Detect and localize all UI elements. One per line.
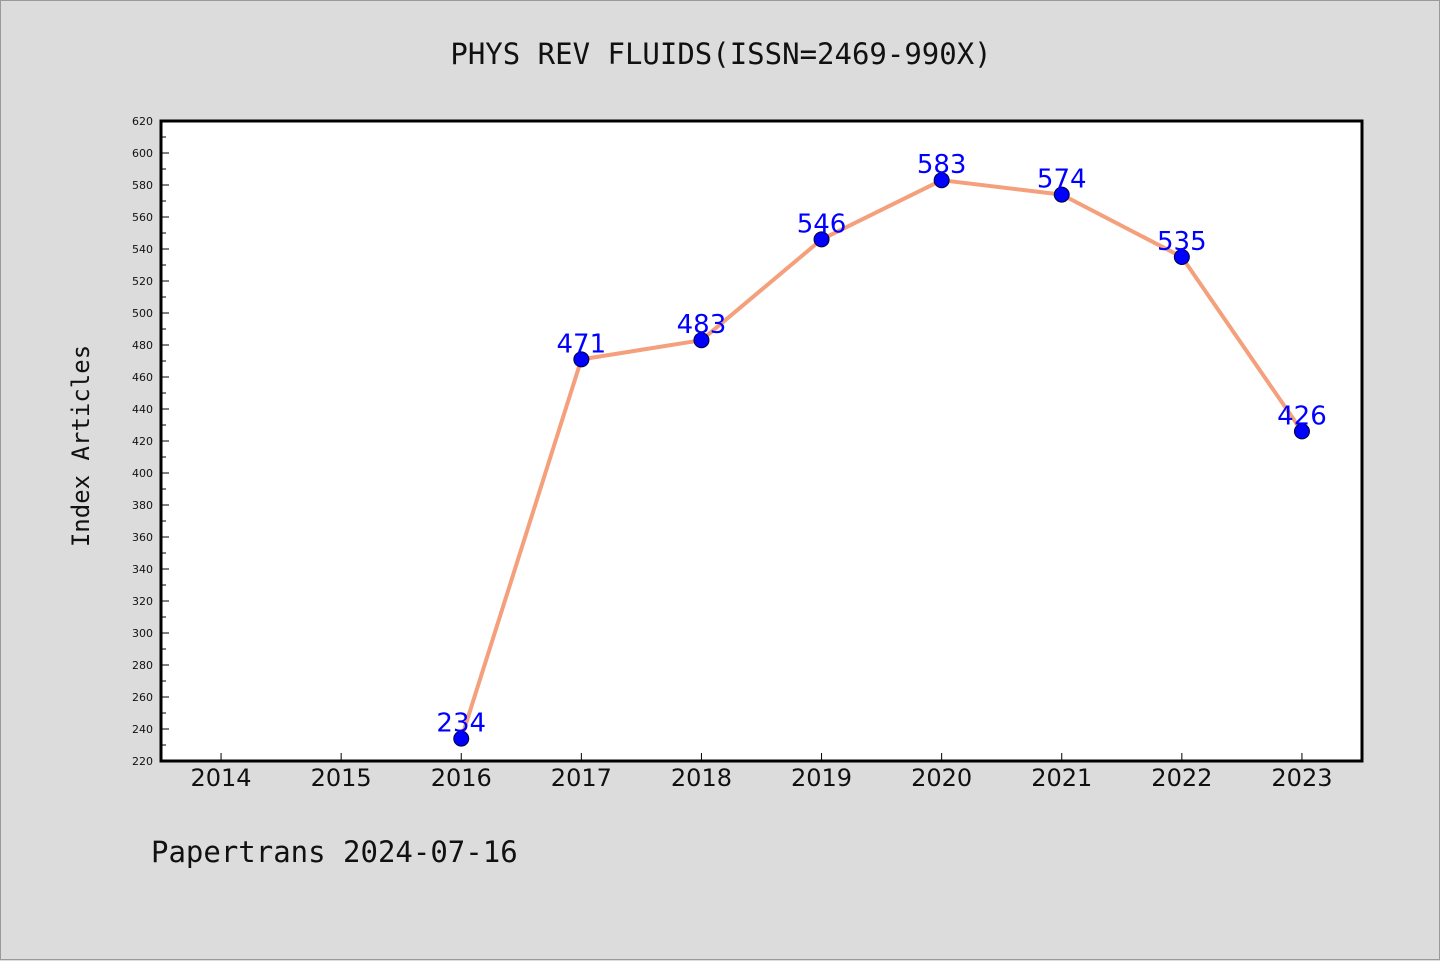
- y-tick-label: 520: [132, 275, 153, 288]
- data-label: 234: [436, 709, 486, 739]
- x-tick-label: 2021: [1031, 764, 1092, 792]
- y-tick-label: 220: [132, 755, 153, 768]
- x-tick-label: 2023: [1271, 764, 1332, 792]
- data-point: [693, 332, 710, 349]
- y-tick-label: 440: [132, 403, 153, 416]
- y-tick-label: 380: [132, 499, 153, 512]
- y-tick-label: 600: [132, 147, 153, 160]
- data-point: [573, 351, 590, 368]
- y-tick-label: 560: [132, 211, 153, 224]
- y-tick-label: 540: [132, 243, 153, 256]
- data-label: 535: [1157, 227, 1207, 257]
- y-tick-label: 340: [132, 563, 153, 576]
- chart-title: PHYS REV FLUIDS(ISSN=2469-990X): [450, 37, 992, 71]
- y-tick-label: 400: [132, 467, 153, 480]
- data-point: [933, 172, 950, 189]
- y-tick-label: 260: [132, 691, 153, 704]
- data-label: 483: [677, 310, 727, 340]
- data-point: [1173, 249, 1190, 265]
- data-point: [453, 730, 470, 747]
- x-tick-label: 2016: [431, 764, 492, 792]
- y-tick-label: 580: [132, 179, 153, 192]
- x-tick-label: 2014: [191, 764, 252, 792]
- y-tick-label: 620: [132, 115, 153, 128]
- y-tick-label: 360: [132, 531, 153, 544]
- y-tick-label: 420: [132, 435, 153, 448]
- data-label: 574: [1037, 165, 1087, 195]
- y-tick-label: 300: [132, 627, 153, 640]
- y-tick-label: 480: [132, 339, 153, 352]
- x-tick-label: 2019: [791, 764, 852, 792]
- y-tick-label: 500: [132, 307, 153, 320]
- data-label: 426: [1277, 401, 1327, 431]
- data-label: 471: [557, 329, 607, 359]
- data-point: [1053, 186, 1070, 203]
- y-tick-label: 460: [132, 371, 153, 384]
- plot-frame: [159, 119, 1364, 763]
- data-point: [813, 231, 830, 248]
- series-line: [459, 178, 1304, 741]
- x-tick-label: 2020: [911, 764, 972, 792]
- data-label: 546: [797, 209, 847, 239]
- y-tick-label: 320: [132, 595, 153, 608]
- x-tick-label: 2022: [1151, 764, 1212, 792]
- plot-area: [161, 121, 1362, 761]
- x-tick-label: 2017: [551, 764, 612, 792]
- y-tick-label: 240: [132, 723, 153, 736]
- x-tick-label: 2015: [311, 764, 372, 792]
- y-tick-label: 280: [132, 659, 153, 672]
- footer-note: Papertrans 2024-07-16: [151, 835, 518, 869]
- data-point: [1293, 423, 1310, 440]
- data-label: 583: [917, 150, 967, 180]
- x-tick-label: 2018: [671, 764, 732, 792]
